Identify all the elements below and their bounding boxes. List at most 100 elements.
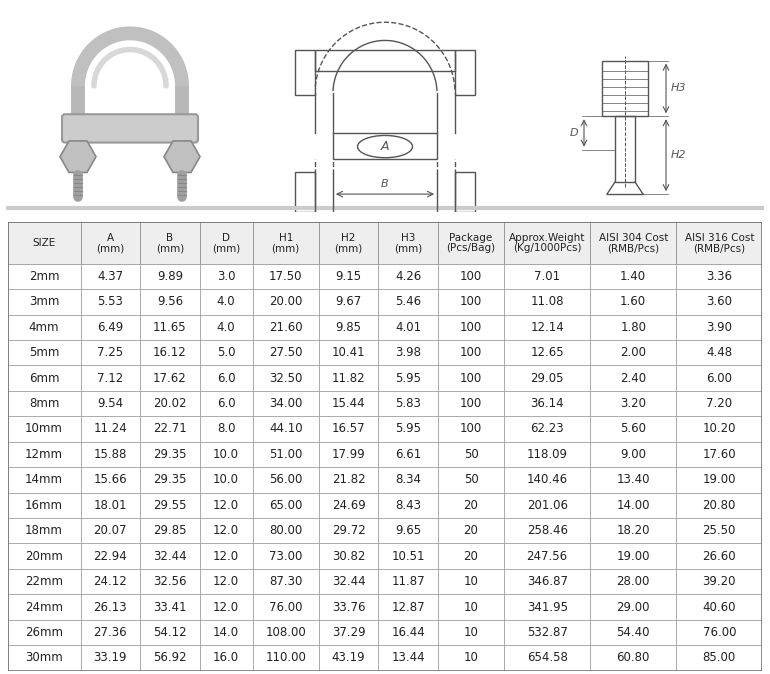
Text: 29.05: 29.05 (531, 371, 564, 385)
Bar (140, 493, 199, 518)
Bar (590, 417, 676, 441)
Text: 24mm: 24mm (25, 601, 63, 613)
Bar (590, 620, 676, 645)
Bar (199, 365, 253, 391)
Bar (8, 315, 81, 340)
Text: 10: 10 (464, 626, 478, 639)
Bar (253, 543, 319, 569)
Bar (504, 441, 590, 467)
Text: 16.57: 16.57 (332, 423, 366, 435)
Text: 16mm: 16mm (25, 499, 63, 512)
Text: 18.20: 18.20 (617, 524, 650, 537)
Text: 140.46: 140.46 (527, 473, 567, 487)
Bar (602, 61, 648, 116)
Bar (253, 620, 319, 645)
Text: 11.65: 11.65 (153, 321, 186, 334)
Text: 8.34: 8.34 (395, 473, 421, 487)
Text: 10: 10 (464, 651, 478, 665)
Text: 10.20: 10.20 (702, 423, 736, 435)
Bar (319, 340, 378, 365)
Bar (676, 417, 762, 441)
Text: A
(mm): A (mm) (96, 233, 125, 253)
Text: 10mm: 10mm (25, 423, 63, 435)
Text: Package
(Pcs/Bag): Package (Pcs/Bag) (447, 233, 496, 253)
Text: 17.50: 17.50 (269, 270, 303, 283)
Bar (8, 493, 81, 518)
Text: 346.87: 346.87 (527, 575, 567, 588)
Text: 26.13: 26.13 (93, 601, 127, 613)
Text: 11.82: 11.82 (332, 371, 366, 385)
Bar (81, 391, 140, 417)
Bar (319, 645, 378, 671)
Bar (140, 365, 199, 391)
Text: 54.40: 54.40 (617, 626, 650, 639)
Bar (676, 518, 762, 543)
Text: 12.0: 12.0 (213, 550, 239, 563)
Text: 7.12: 7.12 (97, 371, 123, 385)
Text: 5.95: 5.95 (395, 371, 421, 385)
Text: 76.00: 76.00 (702, 626, 736, 639)
Bar (504, 340, 590, 365)
Text: SIZE: SIZE (32, 238, 55, 248)
Text: 9.15: 9.15 (336, 270, 362, 283)
Text: 29.72: 29.72 (332, 524, 366, 537)
Text: 4.01: 4.01 (395, 321, 421, 334)
Bar (378, 518, 438, 543)
Text: 29.00: 29.00 (617, 601, 650, 613)
Bar (319, 315, 378, 340)
Text: 9.65: 9.65 (395, 524, 421, 537)
Bar (504, 543, 590, 569)
Bar (253, 391, 319, 417)
Bar (590, 543, 676, 569)
Bar (676, 315, 762, 340)
Text: 24.12: 24.12 (93, 575, 127, 588)
Text: B
(mm): B (mm) (156, 233, 184, 253)
Bar (590, 222, 676, 264)
Bar (8, 569, 81, 594)
Text: Approx.Weight
(Kg/1000Pcs): Approx.Weight (Kg/1000Pcs) (509, 233, 585, 253)
Text: 8.0: 8.0 (217, 423, 236, 435)
Bar (140, 467, 199, 493)
Bar (319, 467, 378, 493)
Text: 32.44: 32.44 (332, 575, 366, 588)
Text: 7.20: 7.20 (706, 397, 732, 410)
Text: 40.60: 40.60 (702, 601, 736, 613)
Bar (140, 620, 199, 645)
Bar (676, 222, 762, 264)
Text: H1
(mm): H1 (mm) (272, 233, 300, 253)
Bar (504, 645, 590, 671)
Text: 6.0: 6.0 (217, 371, 236, 385)
Bar (590, 518, 676, 543)
Text: 100: 100 (460, 346, 482, 359)
Text: 24.69: 24.69 (332, 499, 366, 512)
Text: 28.00: 28.00 (617, 575, 650, 588)
Text: 12.0: 12.0 (213, 575, 239, 588)
Bar (140, 264, 199, 289)
Text: 7.01: 7.01 (534, 270, 561, 283)
Bar (438, 569, 504, 594)
Text: 3.98: 3.98 (395, 346, 421, 359)
Bar (253, 264, 319, 289)
Bar (140, 222, 199, 264)
Bar (378, 594, 438, 620)
Text: 37.29: 37.29 (332, 626, 366, 639)
Bar (8, 417, 81, 441)
Text: 19.00: 19.00 (702, 473, 736, 487)
Text: 20.07: 20.07 (93, 524, 127, 537)
Bar (319, 289, 378, 315)
Bar (319, 441, 378, 467)
Bar (81, 417, 140, 441)
Bar (81, 594, 140, 620)
Bar (590, 645, 676, 671)
Text: 10.51: 10.51 (391, 550, 425, 563)
Bar (253, 569, 319, 594)
Bar (676, 264, 762, 289)
Text: 110.00: 110.00 (266, 651, 306, 665)
Bar (199, 391, 253, 417)
Bar (199, 417, 253, 441)
Text: 26.60: 26.60 (702, 550, 736, 563)
Bar (253, 222, 319, 264)
Text: 2mm: 2mm (28, 270, 59, 283)
Bar (676, 493, 762, 518)
Text: 22.94: 22.94 (93, 550, 127, 563)
